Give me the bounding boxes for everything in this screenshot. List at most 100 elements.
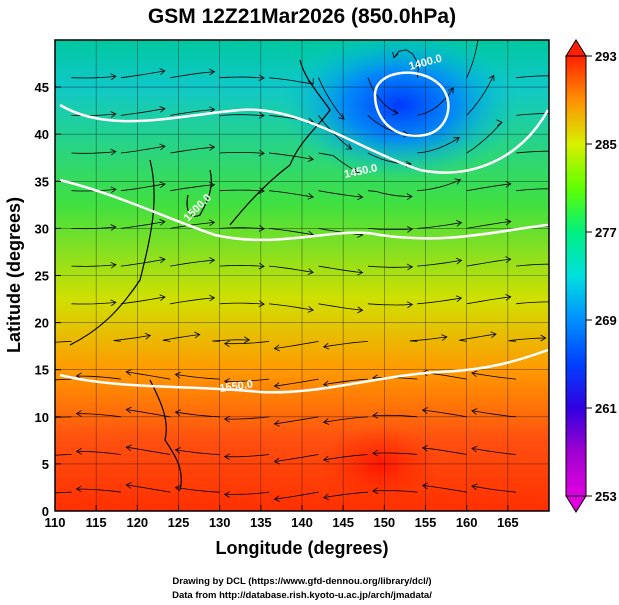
streamline-arrow bbox=[209, 181, 216, 189]
streamline-arrow bbox=[223, 378, 230, 385]
contour-1550 bbox=[59, 348, 549, 394]
streamline-arrow bbox=[159, 219, 166, 226]
streamline-arrow bbox=[27, 455, 32, 461]
streamline-arrow bbox=[505, 293, 512, 301]
streamline-arrow bbox=[110, 224, 117, 231]
streamline-arrow bbox=[75, 410, 82, 417]
streamline-arrow bbox=[555, 223, 560, 229]
streamline bbox=[409, 336, 447, 342]
colorbar-bottom-arrow bbox=[565, 495, 587, 513]
streamline-arrow bbox=[307, 306, 314, 313]
streamline bbox=[170, 71, 215, 79]
streamline-arrow bbox=[209, 294, 216, 302]
streamline bbox=[459, 333, 497, 342]
contour-1400 bbox=[373, 71, 450, 138]
streamline bbox=[76, 375, 121, 380]
y-tick-label: 20 bbox=[35, 316, 49, 331]
streamline-arrow bbox=[174, 484, 181, 492]
streamline-arrow bbox=[555, 186, 560, 192]
streamline-arrow bbox=[209, 257, 216, 264]
streamline-arrow bbox=[555, 73, 560, 79]
x-tick-label: 110 bbox=[45, 515, 66, 530]
streamline bbox=[274, 341, 319, 349]
streamline-arrow bbox=[406, 226, 414, 233]
streamline bbox=[417, 87, 454, 116]
streamline bbox=[170, 222, 215, 229]
streamline bbox=[466, 183, 511, 192]
streamline bbox=[219, 76, 265, 79]
streamline-arrow bbox=[223, 453, 230, 461]
streamline bbox=[471, 485, 517, 493]
coastline-china bbox=[69, 159, 155, 346]
streamline bbox=[323, 341, 368, 348]
streamline bbox=[466, 258, 511, 267]
streamline-arrow bbox=[75, 485, 82, 493]
streamline bbox=[175, 449, 220, 455]
streamline bbox=[274, 491, 319, 500]
streamline-arrow bbox=[258, 74, 265, 81]
streamline bbox=[323, 378, 368, 385]
streamline bbox=[175, 487, 220, 493]
streamline-arrow bbox=[455, 257, 463, 265]
colorbar-tick-label: 253 bbox=[595, 489, 617, 504]
streamline-arrow bbox=[357, 193, 364, 201]
streamline bbox=[417, 137, 460, 154]
streamline bbox=[274, 378, 319, 387]
streamline bbox=[269, 228, 314, 236]
x-tick-label: 115 bbox=[86, 515, 107, 530]
streamline-arrow bbox=[27, 379, 32, 385]
streamline bbox=[269, 190, 314, 198]
colorbar-top-arrow bbox=[565, 39, 587, 57]
x-tick-label: 155 bbox=[415, 515, 437, 530]
streamline bbox=[269, 152, 314, 160]
streamline-arrow bbox=[357, 306, 364, 314]
streamline-arrow bbox=[174, 371, 181, 379]
x-tick-label: 140 bbox=[291, 515, 313, 530]
streamline bbox=[323, 416, 368, 423]
streamline-arrow bbox=[159, 68, 166, 75]
streamline bbox=[269, 77, 314, 85]
streamline bbox=[367, 77, 398, 114]
streamline-arrow bbox=[540, 334, 547, 342]
streamline-arrow bbox=[357, 268, 364, 276]
y-tick-label: 10 bbox=[35, 410, 49, 425]
streamline bbox=[393, 49, 419, 78]
streamline-arrow bbox=[273, 457, 280, 465]
streamline-arrow bbox=[223, 491, 230, 498]
streamline bbox=[417, 179, 461, 192]
contour-label-1550: 1550.0 bbox=[219, 378, 254, 395]
plot-area: 1400.0 1450.0 1500.0 1550.0 bbox=[27, 40, 560, 511]
streamline-arrow bbox=[338, 113, 345, 120]
streamline bbox=[76, 450, 121, 455]
streamline-arrow bbox=[496, 119, 503, 127]
streamline bbox=[318, 228, 363, 236]
streamline-arrow bbox=[174, 447, 181, 454]
streamline-arrow bbox=[273, 382, 280, 389]
streamline bbox=[516, 75, 549, 79]
streamline-arrow bbox=[455, 295, 463, 302]
streamline bbox=[71, 113, 116, 116]
streamline bbox=[274, 416, 319, 425]
streamline bbox=[417, 222, 462, 229]
credit-line-2: Data from http://database.rish.kyoto-u.a… bbox=[172, 590, 432, 601]
streamline bbox=[224, 416, 270, 420]
streamline-arrow bbox=[307, 155, 314, 162]
y-axis: 0 5 10 15 20 25 30 35 40 45 bbox=[35, 80, 61, 519]
streamline bbox=[120, 258, 165, 267]
streamline-arrow bbox=[125, 482, 132, 489]
streamline-arrow bbox=[471, 370, 478, 378]
streamline-arrow bbox=[110, 73, 117, 81]
streamline bbox=[126, 484, 171, 493]
streamline bbox=[224, 491, 270, 495]
streamline-arrow bbox=[555, 148, 560, 154]
x-tick-label: 135 bbox=[250, 515, 272, 530]
streamline-arrow bbox=[372, 412, 379, 419]
streamline-arrow bbox=[159, 256, 166, 264]
streamline-arrow bbox=[125, 369, 132, 376]
streamline-arrow bbox=[555, 299, 560, 305]
streamline-arrow bbox=[258, 300, 265, 308]
streamline bbox=[55, 454, 72, 456]
streamline bbox=[126, 446, 171, 455]
streamline bbox=[323, 454, 368, 461]
streamline bbox=[372, 414, 418, 418]
